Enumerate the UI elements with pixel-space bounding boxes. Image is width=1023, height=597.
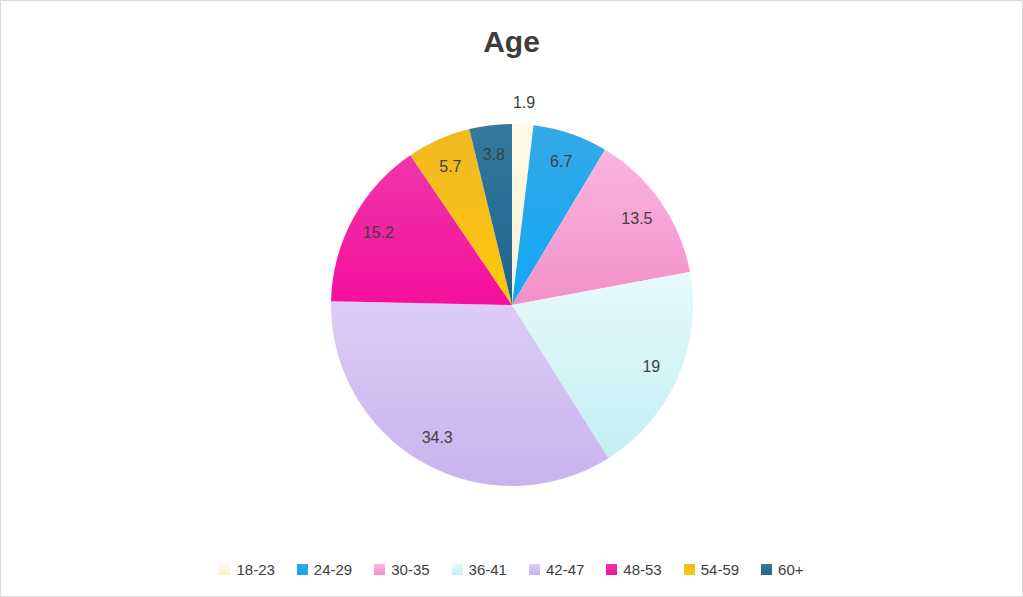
legend-swatch-42-47	[529, 564, 540, 575]
slice-label-48-53: 15.2	[363, 224, 394, 241]
legend-item-18-23: 18-23	[219, 561, 274, 578]
legend-item-54-59: 54-59	[684, 561, 739, 578]
legend-label-54-59: 54-59	[701, 561, 739, 578]
legend-item-30-35: 30-35	[374, 561, 429, 578]
slice-label-54-59: 5.7	[439, 158, 461, 175]
legend-swatch-54-59	[684, 564, 695, 575]
legend-label-42-47: 42-47	[546, 561, 584, 578]
chart-legend: 18-23 24-29 30-35 36-41 42-47 48-53 54-59 60+	[1, 561, 1022, 578]
legend-swatch-60+	[761, 564, 772, 575]
legend-swatch-24-29	[297, 564, 308, 575]
slice-label-30-35: 13.5	[621, 210, 652, 227]
legend-label-30-35: 30-35	[391, 561, 429, 578]
legend-item-36-41: 36-41	[452, 561, 507, 578]
legend-swatch-30-35	[374, 564, 385, 575]
legend-label-18-23: 18-23	[236, 561, 274, 578]
slice-label-42-47: 34.3	[422, 429, 453, 446]
slice-label-24-29: 6.7	[550, 153, 572, 170]
legend-item-42-47: 42-47	[529, 561, 584, 578]
legend-swatch-36-41	[452, 564, 463, 575]
legend-label-48-53: 48-53	[623, 561, 661, 578]
legend-label-24-29: 24-29	[314, 561, 352, 578]
legend-label-36-41: 36-41	[469, 561, 507, 578]
pie-chart: 1.9 6.7 13.5 19 34.3 15.2 5.7 3.8	[292, 85, 732, 515]
chart-title: Age	[1, 25, 1022, 59]
slice-label-18-23: 1.9	[513, 94, 535, 111]
legend-swatch-18-23	[219, 564, 230, 575]
legend-label-60+: 60+	[778, 561, 803, 578]
legend-item-48-53: 48-53	[606, 561, 661, 578]
legend-item-60+: 60+	[761, 561, 803, 578]
slice-label-36-41: 19	[642, 358, 660, 375]
legend-item-24-29: 24-29	[297, 561, 352, 578]
slice-label-60+: 3.8	[483, 146, 505, 163]
chart-canvas: Age 1.9 6.7 13.5 19 34.3 15.2 5.7 3.8 18-23 24-2…	[0, 0, 1023, 597]
legend-swatch-48-53	[606, 564, 617, 575]
